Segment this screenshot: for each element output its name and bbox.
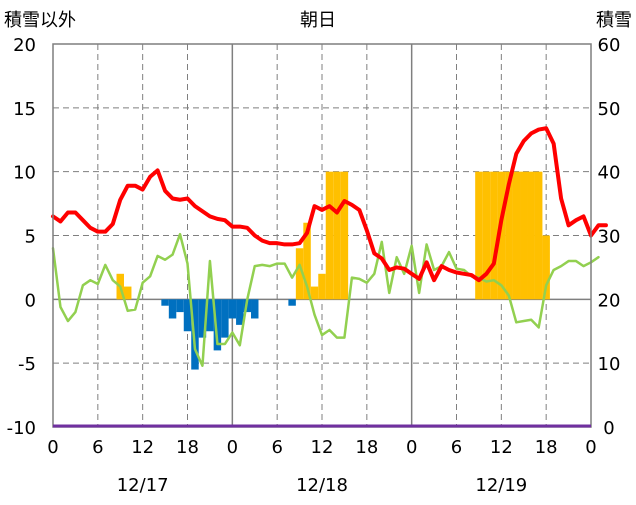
y-left-tick-label: 15 xyxy=(13,99,36,120)
x-tick-label: 0 xyxy=(585,437,596,458)
precip-bar xyxy=(340,171,349,300)
x-tick-label: 12 xyxy=(490,437,513,458)
negative-bar xyxy=(198,299,207,338)
precip-bar xyxy=(505,171,513,300)
precip-bar xyxy=(542,235,550,300)
negative-bar xyxy=(228,299,237,319)
precip-bar xyxy=(482,171,491,300)
negative-bar xyxy=(183,299,192,332)
x-tick-label: 12 xyxy=(311,437,334,458)
precip-bar xyxy=(490,171,498,300)
y-right-tick-label: 30 xyxy=(598,227,621,248)
negative-bar xyxy=(221,299,229,338)
precip-bar xyxy=(123,286,132,300)
x-tick-label: 18 xyxy=(176,437,199,458)
x-tick-label: 6 xyxy=(451,437,462,458)
header-center: 朝日 xyxy=(300,10,336,31)
y-left-tick-label: 20 xyxy=(13,35,36,56)
x-tick-label: 6 xyxy=(92,437,103,458)
x-tick-label: 12 xyxy=(131,437,154,458)
negative-bar xyxy=(288,299,296,306)
negative-bar xyxy=(161,299,169,306)
y-right-tick-label: 20 xyxy=(598,290,621,311)
x-tick-label: 0 xyxy=(47,437,58,458)
precip-bar xyxy=(325,171,334,300)
y-right-tick-label: 50 xyxy=(598,99,621,120)
x-tick-label: 18 xyxy=(355,437,378,458)
y-right-tick-label: 40 xyxy=(598,163,621,184)
negative-bar xyxy=(213,299,222,351)
y-right-tick-label: 0 xyxy=(603,418,614,439)
y-left-tick-label: -10 xyxy=(7,418,36,439)
header-left: 積雪以外 xyxy=(4,10,76,31)
y-left-tick-label: 10 xyxy=(13,163,36,184)
negative-bar xyxy=(176,299,184,313)
wind-line xyxy=(51,232,600,367)
date-label: 12/17 xyxy=(117,475,169,496)
negative-bar xyxy=(191,299,199,370)
precip-bar xyxy=(475,171,483,300)
y-left-tick-label: 5 xyxy=(25,227,36,248)
precip-bar xyxy=(497,171,506,300)
date-label: 12/18 xyxy=(296,475,348,496)
header-right: 積雪 xyxy=(596,10,632,31)
lines xyxy=(51,126,608,367)
precip-bar xyxy=(534,171,543,300)
y-right-tick-label: 60 xyxy=(598,35,621,56)
negative-bar xyxy=(206,299,214,332)
date-label: 12/19 xyxy=(475,475,527,496)
x-tick-label: 18 xyxy=(535,437,558,458)
precip-bar xyxy=(512,171,521,300)
precip-bar xyxy=(295,248,304,300)
precip-bar xyxy=(520,171,528,300)
temperature-line xyxy=(51,126,608,283)
y-left-tick-label: -5 xyxy=(18,354,36,375)
x-tick-label: 0 xyxy=(406,437,417,458)
x-tick-label: 0 xyxy=(227,437,238,458)
precip-bar xyxy=(303,222,311,300)
negative-bar xyxy=(168,299,177,319)
precip-bar xyxy=(318,273,326,300)
precip-bar xyxy=(310,286,319,300)
precip-bar xyxy=(527,171,535,300)
y-right-tick-label: 10 xyxy=(598,354,621,375)
negative-bar xyxy=(251,299,259,319)
x-tick-label: 6 xyxy=(271,437,282,458)
y-left-tick-label: 0 xyxy=(25,290,36,311)
bars xyxy=(116,171,550,370)
negative-bar xyxy=(236,299,244,325)
precip-bar xyxy=(333,171,341,300)
